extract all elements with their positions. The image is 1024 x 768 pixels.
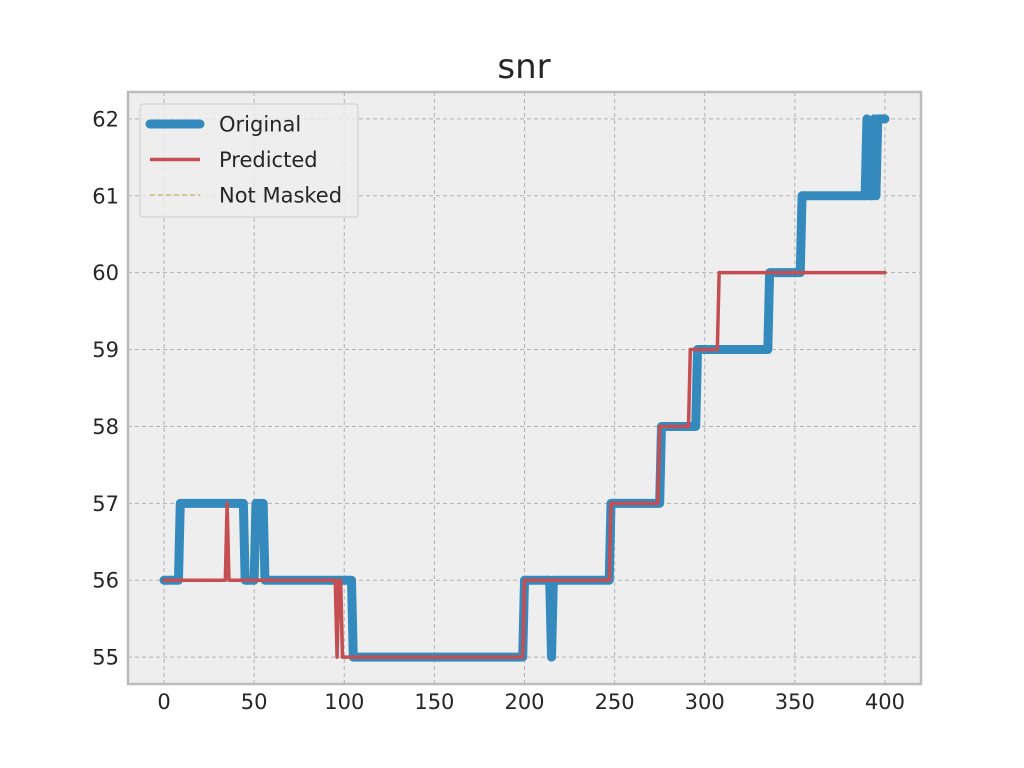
legend-label: Original	[219, 113, 301, 137]
x-tick-label: 350	[775, 690, 815, 714]
x-tick-label: 300	[685, 690, 725, 714]
x-tick-label: 100	[324, 690, 364, 714]
legend-frame	[139, 103, 359, 218]
series-line-predicted	[162, 270, 887, 659]
plot-border	[126, 90, 923, 686]
x-tick-label: 0	[157, 690, 170, 714]
chart-title: snr	[497, 47, 550, 87]
x-tick-label: 50	[241, 690, 268, 714]
y-tick-label: 55	[92, 646, 119, 670]
x-tick-label: 200	[504, 690, 544, 714]
y-tick-label: 57	[92, 492, 119, 516]
tick-labels: 0 50 100 150 200 250 300 350 400 55 56 57 58 59 60 61 62	[92, 107, 905, 714]
grid	[128, 92, 921, 684]
y-tick-label: 61	[92, 184, 119, 208]
x-tick-label: 150	[414, 690, 454, 714]
legend-label: Predicted	[219, 148, 318, 172]
y-tick-label: 60	[92, 261, 119, 285]
x-tick-label: 400	[865, 690, 905, 714]
legend: Original Predicted Not Masked	[139, 103, 359, 218]
y-tick-label: 59	[92, 338, 119, 362]
legend-entries: Original Predicted Not Masked	[145, 113, 342, 208]
y-tick-label: 62	[92, 107, 119, 131]
legend-label: Not Masked	[219, 184, 342, 208]
y-tick-label: 58	[92, 415, 119, 439]
series-layer	[159, 114, 890, 662]
x-tick-label: 250	[595, 690, 635, 714]
y-tick-label: 56	[92, 569, 119, 593]
